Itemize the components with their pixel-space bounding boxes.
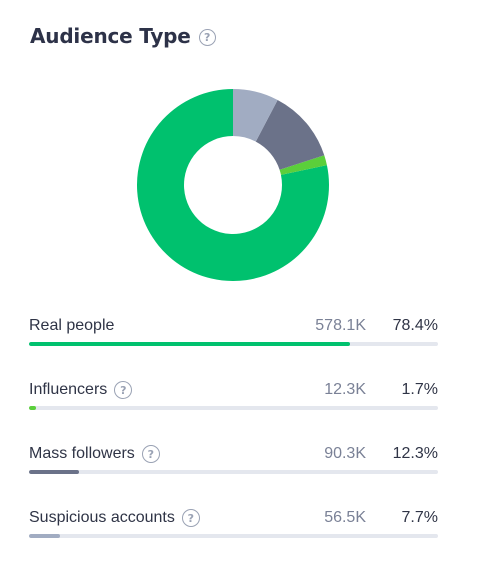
question-circle-icon[interactable]: ? (181, 509, 200, 527)
row-percent: 12.3% (392, 445, 438, 462)
question-circle-icon[interactable]: ? (114, 381, 133, 399)
donut-slice-influencers[interactable] (279, 155, 327, 175)
row-label: Mass followers (29, 445, 135, 462)
row-count: 90.3K (324, 445, 366, 462)
progress-track (29, 470, 438, 474)
progress-fill (29, 406, 36, 410)
row-count: 12.3K (324, 381, 366, 398)
widget-header: Audience Type ? (30, 20, 216, 52)
row-percent: 1.7% (401, 381, 438, 398)
help-icon[interactable]: ? (198, 28, 216, 46)
row-percent: 7.7% (401, 509, 438, 526)
question-circle-icon[interactable]: ? (141, 445, 160, 463)
audience-donut-chart (137, 89, 329, 281)
progress-track (29, 534, 438, 538)
donut-slice-mass-followers[interactable] (255, 99, 325, 170)
audience-breakdown-list: Real people 578.1K 78.4% Influencers ? 1… (29, 312, 438, 568)
donut-slice-real-people[interactable] (137, 89, 329, 281)
row-count: 578.1K (315, 317, 366, 334)
progress-fill (29, 534, 61, 538)
progress-fill (29, 342, 350, 346)
donut-slice-suspicious-accounts[interactable] (233, 89, 278, 142)
row-label: Real people (29, 317, 115, 334)
audience-row-suspicious-accounts: Suspicious accounts ? 56.5K 7.7% (29, 504, 438, 568)
audience-row-mass-followers: Mass followers ? 90.3K 12.3% (29, 440, 438, 504)
row-count: 56.5K (324, 509, 366, 526)
widget-title: Audience Type (30, 24, 191, 48)
progress-track (29, 406, 438, 410)
row-percent: 78.4% (392, 317, 438, 334)
audience-row-real-people: Real people 578.1K 78.4% (29, 312, 438, 376)
row-label: Suspicious accounts (29, 509, 175, 526)
progress-fill (29, 470, 80, 474)
row-label: Influencers (29, 381, 108, 398)
progress-track (29, 342, 438, 346)
audience-row-influencers: Influencers ? 12.3K 1.7% (29, 376, 438, 440)
